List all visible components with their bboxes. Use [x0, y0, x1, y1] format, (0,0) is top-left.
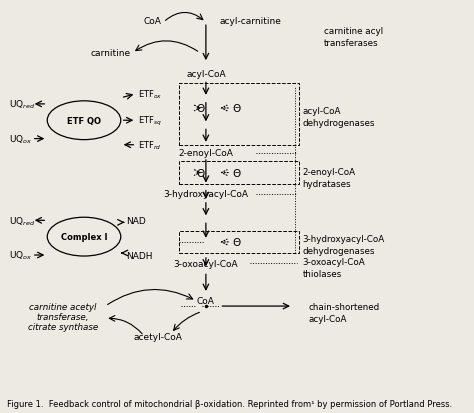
Text: UQ$_{red}$: UQ$_{red}$ — [9, 214, 35, 227]
Text: Figure 1.  Feedback control of mitochondrial β-oxidation. Reprinted from¹ by per: Figure 1. Feedback control of mitochondr… — [7, 399, 452, 408]
Text: hydratases: hydratases — [302, 180, 351, 189]
Text: ETF QO: ETF QO — [67, 116, 101, 126]
Text: transferase,: transferase, — [36, 312, 89, 321]
Text: dehydrogenases: dehydrogenases — [302, 247, 375, 256]
Text: carnitine acyl: carnitine acyl — [324, 27, 383, 36]
Text: 2-enoyl-CoA: 2-enoyl-CoA — [302, 167, 356, 176]
Text: UQ$_{red}$: UQ$_{red}$ — [9, 98, 35, 111]
Text: Θ: Θ — [233, 168, 241, 178]
Text: 3-oxoacyl-CoA: 3-oxoacyl-CoA — [173, 259, 238, 268]
Text: citrate synthase: citrate synthase — [27, 322, 98, 331]
Text: ETF$_{rd}$: ETF$_{rd}$ — [138, 139, 162, 152]
Text: Θ: Θ — [196, 104, 204, 114]
Text: acyl-carnitine: acyl-carnitine — [219, 17, 281, 26]
Text: 3-hydroxyacyl-CoA: 3-hydroxyacyl-CoA — [302, 235, 385, 244]
Text: 3-hydroxyacyl-CoA: 3-hydroxyacyl-CoA — [164, 190, 248, 199]
Text: Θ: Θ — [233, 104, 241, 114]
Text: ETF$_{ox}$: ETF$_{ox}$ — [138, 88, 163, 101]
Text: carnitine acetyl: carnitine acetyl — [29, 302, 96, 311]
Text: thiolases: thiolases — [302, 269, 342, 278]
Text: chain-shortened: chain-shortened — [309, 302, 380, 311]
Text: UQ$_{ox}$: UQ$_{ox}$ — [9, 249, 32, 261]
Text: transferases: transferases — [324, 39, 379, 48]
Text: acyl-CoA: acyl-CoA — [186, 69, 226, 78]
Text: dehydrogenases: dehydrogenases — [302, 119, 375, 128]
Text: acyl-CoA: acyl-CoA — [302, 106, 341, 115]
Text: acyl-CoA: acyl-CoA — [309, 314, 347, 323]
Text: NAD: NAD — [127, 216, 146, 225]
Text: UQ$_{ox}$: UQ$_{ox}$ — [9, 133, 32, 145]
Text: carnitine: carnitine — [91, 49, 130, 58]
Text: Θ: Θ — [233, 237, 241, 247]
Text: acetyl-CoA: acetyl-CoA — [133, 332, 182, 342]
Text: 2-enoyl-CoA: 2-enoyl-CoA — [178, 149, 233, 158]
Text: CoA: CoA — [197, 297, 215, 306]
Text: 3-oxoacyl-CoA: 3-oxoacyl-CoA — [302, 257, 365, 266]
Text: Θ: Θ — [196, 168, 204, 178]
Text: NADH: NADH — [127, 251, 153, 260]
Text: CoA: CoA — [144, 17, 161, 26]
Text: Complex I: Complex I — [61, 233, 107, 242]
Text: ETF$_{sq}$: ETF$_{sq}$ — [138, 114, 162, 128]
